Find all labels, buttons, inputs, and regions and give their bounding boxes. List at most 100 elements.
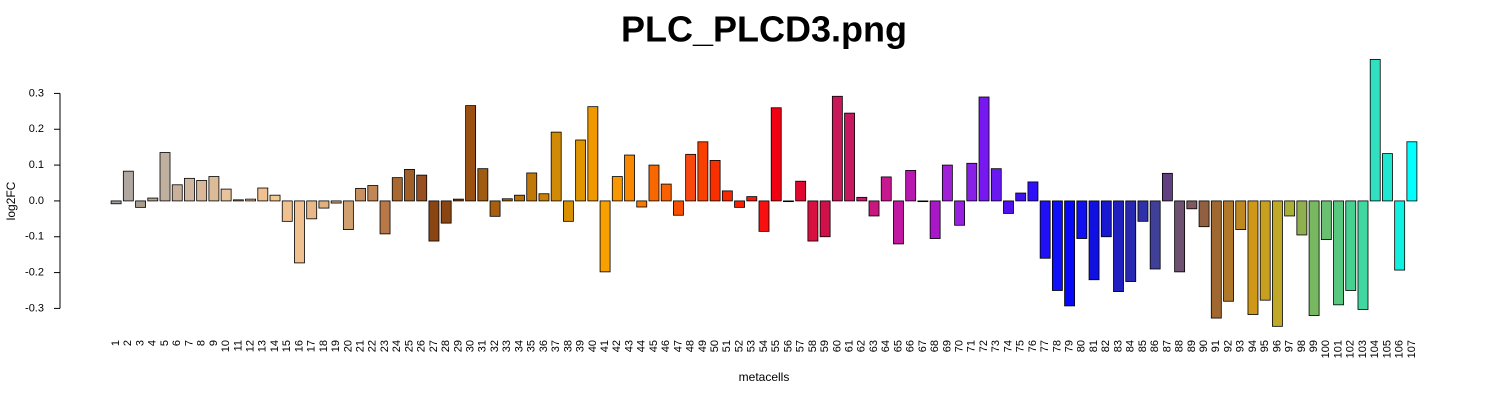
bar (954, 200, 966, 226)
bar (367, 185, 379, 202)
x-tick-label: 82 (1100, 340, 1112, 352)
bar (232, 199, 244, 202)
bar (501, 198, 513, 202)
bar (1394, 200, 1406, 271)
bar (734, 200, 745, 208)
bar (330, 200, 342, 204)
x-tick-label: 21 (355, 340, 367, 352)
bar (465, 105, 477, 202)
bar (184, 177, 195, 202)
bar (1198, 200, 1210, 228)
bar (269, 194, 281, 202)
x-tick-label: 69 (941, 340, 953, 352)
x-tick-label: 71 (966, 340, 978, 352)
y-tick-label: 0.1 (29, 159, 44, 171)
x-tick-label: 29 (452, 340, 464, 352)
x-tick-label: 20 (342, 340, 354, 352)
x-tick-label: 5 (159, 340, 171, 346)
x-tick-label: 7 (183, 340, 195, 346)
x-tick-label: 59 (819, 340, 831, 352)
bar (526, 172, 538, 202)
x-tick-label: 46 (660, 340, 672, 352)
bar (587, 106, 599, 202)
bar (856, 196, 868, 202)
bar (1015, 192, 1027, 202)
x-tick-label: 28 (440, 340, 452, 352)
x-tick-label: 90 (1198, 340, 1210, 352)
x-tick-label: 24 (391, 340, 403, 352)
bar (562, 200, 574, 222)
bar (648, 164, 660, 202)
bar (709, 160, 721, 202)
y-tick-label: -0.3 (25, 302, 44, 314)
bar (1064, 200, 1076, 307)
bar (673, 200, 684, 216)
bar (1125, 200, 1137, 282)
bar (159, 152, 171, 202)
x-tick-label: 107 (1406, 340, 1418, 358)
bar (1259, 200, 1271, 301)
x-tick-label: 80 (1076, 340, 1088, 352)
x-tick-label: 16 (293, 340, 305, 352)
bar (318, 200, 330, 209)
bar (1357, 200, 1369, 310)
x-tick-label: 49 (697, 340, 709, 352)
x-tick-label: 101 (1332, 340, 1344, 358)
bar (220, 188, 232, 202)
x-tick-label: 81 (1088, 340, 1100, 352)
bar (538, 193, 550, 202)
x-tick-label: 93 (1235, 340, 1247, 352)
x-tick-label: 45 (648, 340, 660, 352)
x-tick-label: 98 (1296, 340, 1308, 352)
y-tick-label: 0.0 (29, 195, 44, 207)
x-tick-label: 83 (1112, 340, 1124, 352)
bar (379, 200, 391, 235)
x-tick-label: 15 (281, 340, 293, 352)
bar (1100, 200, 1112, 238)
y-tick-label: -0.2 (25, 266, 44, 278)
x-tick-label: 33 (501, 340, 513, 352)
bar (819, 200, 831, 238)
bar (721, 190, 733, 202)
x-tick-label: 72 (978, 340, 990, 352)
bar (404, 168, 415, 202)
bar (1174, 200, 1186, 273)
x-tick-label: 30 (465, 340, 477, 352)
bar (758, 200, 770, 232)
x-tick-label: 52 (733, 340, 745, 352)
x-tick-label: 9 (208, 340, 220, 346)
x-tick-label: 104 (1369, 340, 1381, 358)
x-tick-label: 27 (428, 340, 440, 352)
y-tick-label: 0.2 (29, 123, 44, 135)
x-tick-label: 47 (672, 340, 684, 352)
bar (342, 200, 354, 230)
x-tick-label: 11 (232, 340, 244, 351)
bar (147, 197, 159, 202)
x-tick-label: 22 (367, 340, 379, 352)
x-tick-label: 32 (489, 340, 501, 352)
bar (245, 198, 256, 202)
x-tick-label: 85 (1137, 340, 1149, 352)
chart-title: PLC_PLCD3.png (621, 9, 907, 50)
x-tick-label: 106 (1394, 340, 1406, 358)
x-tick-label: 37 (550, 340, 562, 352)
bar (416, 174, 428, 202)
x-tick-label: 88 (1174, 340, 1186, 352)
x-tick-label: 62 (856, 340, 868, 352)
x-tick-label: 3 (134, 340, 146, 346)
bar (1382, 153, 1393, 202)
bar (1406, 141, 1418, 202)
x-tick-label: 100 (1320, 340, 1332, 358)
bar (1027, 181, 1039, 202)
bar (1235, 200, 1247, 230)
y-axis-label: log2FC (4, 181, 18, 220)
x-tick-label: 53 (746, 340, 758, 352)
bar (1076, 200, 1088, 239)
x-tick-label: 56 (782, 340, 794, 352)
bar (685, 153, 697, 202)
x-tick-label: 76 (1027, 340, 1039, 352)
x-tick-label: 58 (807, 340, 819, 352)
x-tick-label: 103 (1357, 340, 1369, 358)
bar (1137, 200, 1149, 222)
